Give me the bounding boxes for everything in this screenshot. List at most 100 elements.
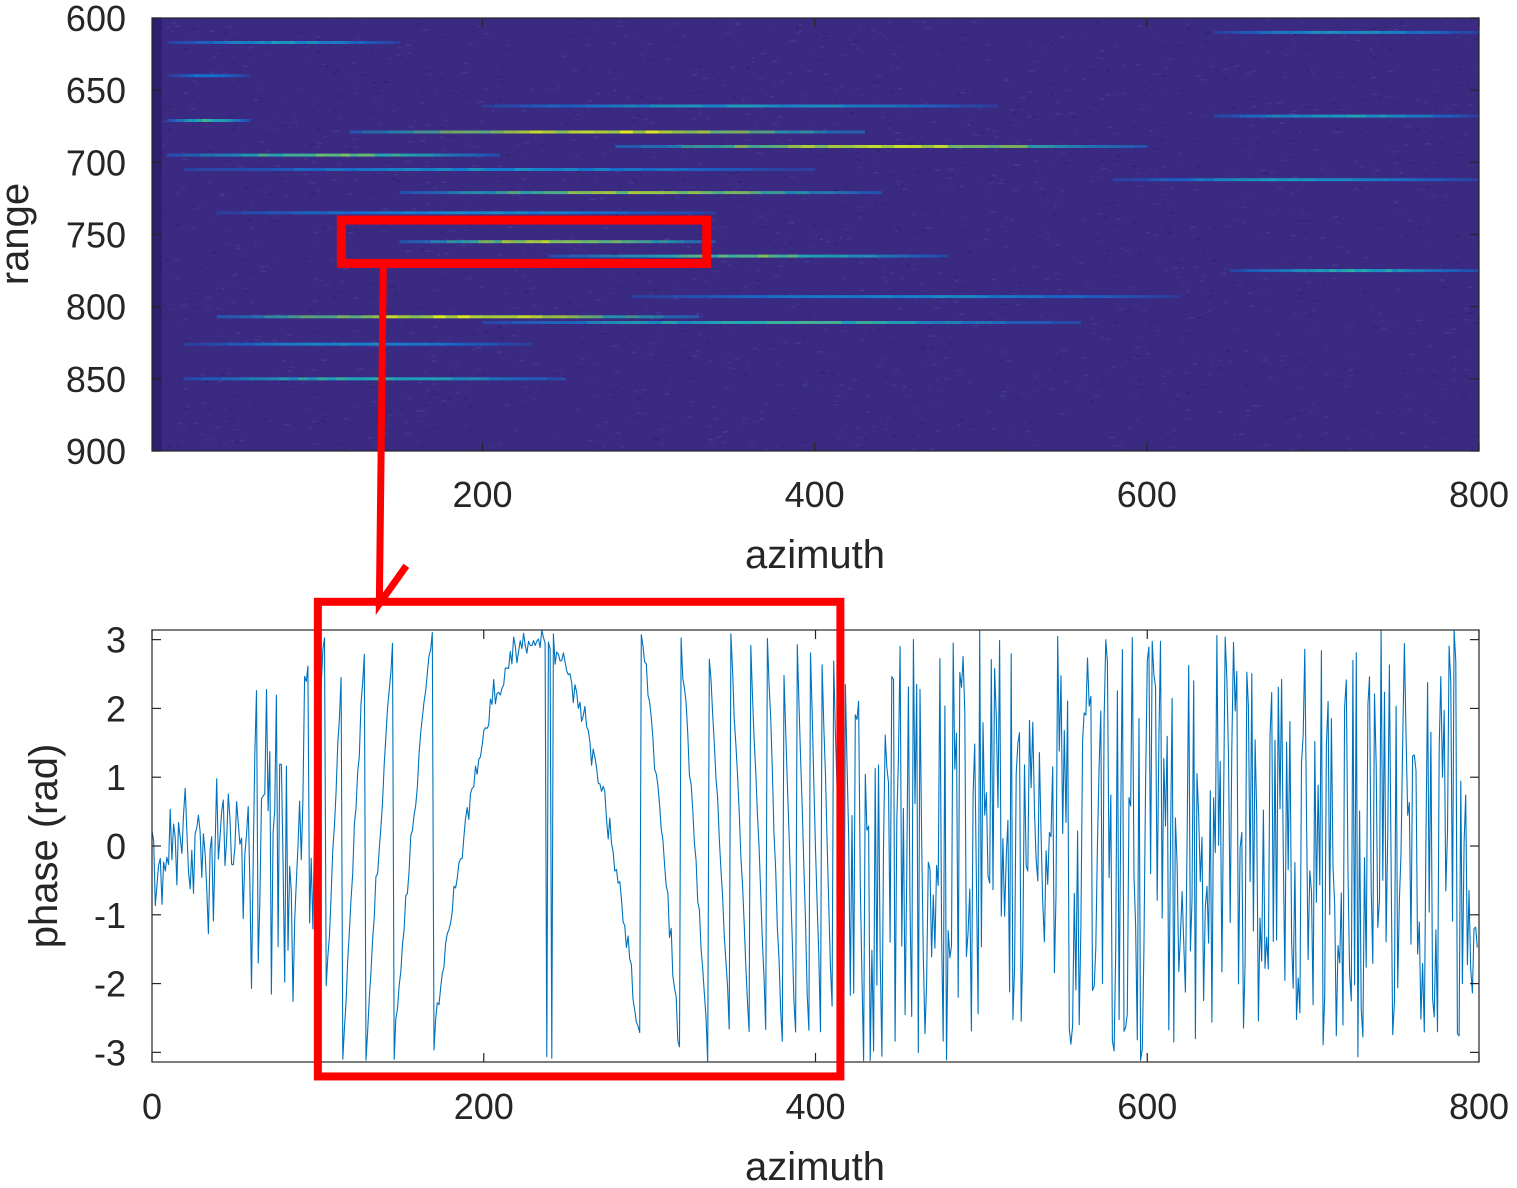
heatmap-noise-speck xyxy=(1226,225,1232,227)
heatmap-noise-speck xyxy=(723,431,729,433)
heatmap-noise-speck xyxy=(660,342,663,345)
heatmap-noise-speck xyxy=(613,89,617,92)
heatmap-noise-speck xyxy=(420,228,423,230)
heatmap-noise-speck xyxy=(742,327,746,330)
heatmap-noise-speck xyxy=(1198,145,1202,147)
heatmap-noise-speck xyxy=(903,381,909,383)
heatmap-noise-speck xyxy=(1307,208,1313,210)
heatmap-noise-speck xyxy=(1282,311,1286,313)
heatmap-noise-speck xyxy=(1051,380,1055,382)
heatmap-noise-speck xyxy=(638,173,641,175)
heatmap-streak-segment xyxy=(638,315,651,319)
heatmap-noise-speck xyxy=(1129,286,1133,288)
heatmap-noise-speck xyxy=(1173,430,1177,432)
heatmap-streak-segment xyxy=(804,104,818,108)
heatmap-noise-speck xyxy=(199,19,203,22)
heatmap-noise-speck xyxy=(521,275,526,277)
heatmap-noise-speck xyxy=(980,132,984,134)
heatmap-noise-speck xyxy=(412,208,416,210)
heatmap-noise-speck xyxy=(589,198,596,201)
heatmap-noise-speck xyxy=(519,189,524,192)
heatmap-noise-speck xyxy=(196,172,201,175)
heatmap-streak-segment xyxy=(1070,295,1085,299)
heatmap-noise-speck xyxy=(1297,297,1303,299)
heatmap-streak-segment xyxy=(414,130,428,134)
heatmap-noise-speck xyxy=(165,308,169,311)
heatmap-noise-speck xyxy=(511,194,514,196)
heatmap-noise-speck xyxy=(1045,199,1049,202)
heatmap-streak-segment xyxy=(1232,178,1242,182)
heatmap-noise-speck xyxy=(444,350,448,353)
heatmap-streak-segment xyxy=(555,130,569,134)
heatmap-noise-speck xyxy=(665,189,668,192)
heatmap-noise-speck xyxy=(425,250,431,252)
heatmap-noise-speck xyxy=(951,66,955,68)
heatmap-streak-segment xyxy=(482,321,498,324)
heatmap-noise-speck xyxy=(224,312,229,314)
heatmap-streak-segment xyxy=(183,119,187,122)
heatmap-noise-speck xyxy=(1096,56,1102,59)
heatmap-noise-speck xyxy=(1192,170,1194,173)
heatmap-noise-speck xyxy=(992,174,997,177)
heatmap-streak-segment xyxy=(1366,114,1374,118)
heatmap-noise-speck xyxy=(920,346,926,348)
heatmap-noise-speck xyxy=(823,37,829,39)
heatmap-noise-speck xyxy=(324,135,327,138)
heatmap-noise-speck xyxy=(1371,56,1377,59)
heatmap-noise-speck xyxy=(789,240,793,243)
heatmap-streak-segment xyxy=(751,321,767,324)
heatmap-noise-speck xyxy=(229,439,234,442)
heatmap-noise-speck xyxy=(745,93,751,96)
heatmap-streak-segment xyxy=(240,315,254,319)
heatmap-noise-speck xyxy=(348,314,353,316)
heatmap-streak-segment xyxy=(1339,114,1347,118)
heatmap-noise-speck xyxy=(275,165,280,167)
heatmap-noise-speck xyxy=(920,136,923,138)
heatmap-noise-speck xyxy=(420,140,425,142)
heatmap-noise-speck xyxy=(884,279,888,281)
heatmap-noise-speck xyxy=(1122,449,1129,451)
heatmap-noise-speck xyxy=(739,199,742,201)
heatmap-noise-speck xyxy=(1235,64,1241,67)
heatmap-streak-segment xyxy=(312,41,319,44)
heatmap-streak-segment xyxy=(887,254,899,258)
heatmap-streak-segment xyxy=(527,321,543,324)
heatmap-noise-speck xyxy=(1417,227,1422,229)
heatmap-noise-speck xyxy=(1300,21,1303,24)
heatmap-noise-speck xyxy=(881,97,884,99)
heatmap-streak-segment xyxy=(237,74,241,78)
heatmap-noise-speck xyxy=(461,90,465,92)
heatmap-noise-speck xyxy=(1392,161,1395,163)
heatmap-noise-speck xyxy=(342,268,347,270)
heatmap-noise-speck xyxy=(734,182,739,185)
heatmap-noise-speck xyxy=(1314,108,1319,111)
heatmap-noise-speck xyxy=(856,213,862,215)
heatmap-streak-segment xyxy=(247,74,251,78)
heatmap-noise-speck xyxy=(554,372,560,374)
heatmap-noise-speck xyxy=(990,181,994,183)
heatmap-noise-speck xyxy=(255,436,259,438)
heatmap-streak-segment xyxy=(362,130,376,134)
heatmap-streak-segment xyxy=(218,119,222,122)
heatmap-streak-segment xyxy=(585,104,599,108)
heatmap-noise-speck xyxy=(306,345,311,347)
heatmap-noise-speck xyxy=(654,226,660,228)
heatmap-noise-speck xyxy=(405,160,411,163)
heatmap-noise-speck xyxy=(577,310,580,313)
heatmap-noise-speck xyxy=(237,80,243,82)
heatmap-noise-speck xyxy=(1357,324,1360,326)
heatmap-noise-speck xyxy=(431,355,436,357)
heatmap-streak-segment xyxy=(279,211,293,215)
heatmap-noise-speck xyxy=(239,439,244,442)
heatmap-streak-segment xyxy=(640,191,653,195)
heatmap-noise-speck xyxy=(1186,26,1192,29)
heatmap-noise-speck xyxy=(1012,166,1015,168)
heatmap-streak-segment xyxy=(199,168,216,171)
heatmap-noise-speck xyxy=(336,163,342,165)
heatmap-noise-speck xyxy=(674,22,680,25)
heatmap-streak-segment xyxy=(517,130,531,134)
heatmap-noise-speck xyxy=(286,334,292,336)
heatmap-noise-speck xyxy=(1163,205,1168,207)
heatmap-streak-segment xyxy=(235,342,246,346)
heatmap-streak-segment xyxy=(593,168,611,171)
